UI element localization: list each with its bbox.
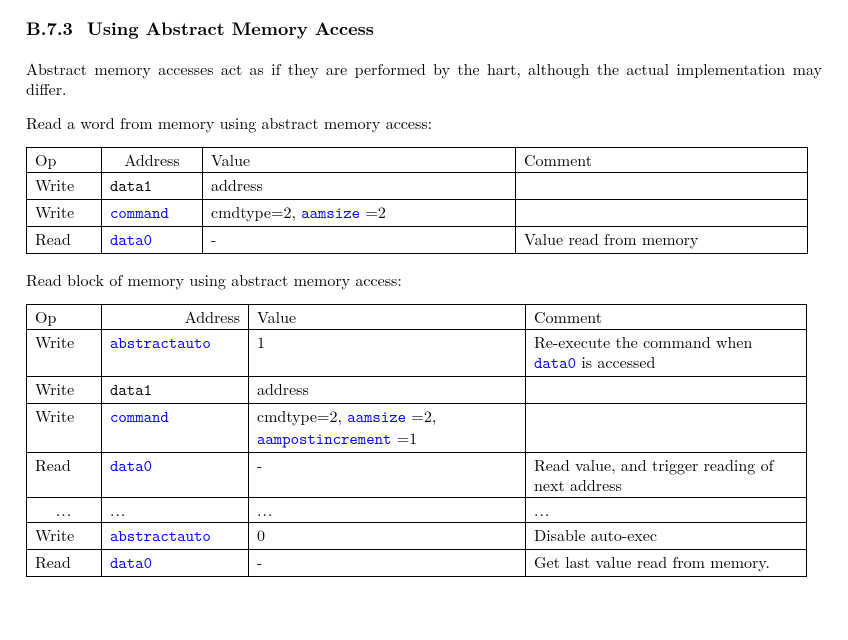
cell-comment <box>516 199 808 226</box>
cell-op: Write <box>27 199 102 226</box>
section-heading: B.7.3 Using Abstract Memory Access <box>26 18 822 41</box>
cell-address: command <box>102 403 249 452</box>
table-row: ............ <box>27 497 807 522</box>
cell-comment: Value read from memory <box>516 226 808 253</box>
cell-address: data1 <box>102 376 249 403</box>
column-header: Value <box>203 147 516 172</box>
cell-comment: Disable auto-exec <box>526 522 807 549</box>
table-row: Readdata0-Value read from memory <box>27 226 808 253</box>
intro-paragraph: Abstract memory accesses act as if they … <box>26 59 822 99</box>
cell-comment: Re-execute the command when data0 is acc… <box>526 329 807 376</box>
cell-value: - <box>249 549 526 576</box>
cell-value: - <box>203 226 516 253</box>
column-header: Comment <box>516 147 808 172</box>
cell-op: Read <box>27 549 102 576</box>
table-row: Writedata1address <box>27 172 808 199</box>
column-header: Address <box>102 304 249 329</box>
cell-value: - <box>249 452 526 497</box>
cell-op: Write <box>27 376 102 403</box>
table-read-word: OpAddressValueCommentWritedata1addressWr… <box>26 147 808 254</box>
cell-value: cmdtype=2, aamsize =2 <box>203 199 516 226</box>
cell-address: data0 <box>102 226 203 253</box>
caption-table1: Read a word from memory using abstract m… <box>26 113 822 133</box>
column-header: Value <box>249 304 526 329</box>
column-header: Op <box>27 147 102 172</box>
cell-op: Write <box>27 403 102 452</box>
table-row: Writeabstractauto0Disable auto-exec <box>27 522 807 549</box>
cell-address: ... <box>102 497 249 522</box>
cell-op: Write <box>27 172 102 199</box>
section-number: B.7.3 <box>26 16 73 41</box>
cell-op: Write <box>27 329 102 376</box>
cell-value: 1 <box>249 329 526 376</box>
column-header: Address <box>102 147 203 172</box>
table-row: Writeabstractauto1Re-execute the command… <box>27 329 807 376</box>
cell-address: abstractauto <box>102 522 249 549</box>
table-row: Readdata0-Get last value read from memor… <box>27 549 807 576</box>
cell-address: command <box>102 199 203 226</box>
cell-op: Read <box>27 452 102 497</box>
cell-address: data0 <box>102 452 249 497</box>
section-title: Using Abstract Memory Access <box>87 16 374 41</box>
cell-op: Write <box>27 522 102 549</box>
cell-value: address <box>249 376 526 403</box>
cell-comment: ... <box>526 497 807 522</box>
cell-comment: Read value, and trigger reading of next … <box>526 452 807 497</box>
table-row: Writecommandcmdtype=2, aamsize =2 <box>27 199 808 226</box>
cell-comment <box>526 376 807 403</box>
table-row: Writecommandcmdtype=2, aamsize =2, aampo… <box>27 403 807 452</box>
cell-value: address <box>203 172 516 199</box>
cell-address: data0 <box>102 549 249 576</box>
cell-value: 0 <box>249 522 526 549</box>
table-row: Writedata1address <box>27 376 807 403</box>
column-header: Op <box>27 304 102 329</box>
column-header: Comment <box>526 304 807 329</box>
caption-table2: Read block of memory using abstract memo… <box>26 270 822 290</box>
cell-address: data1 <box>102 172 203 199</box>
cell-address: abstractauto <box>102 329 249 376</box>
cell-comment: Get last value read from memory. <box>526 549 807 576</box>
cell-comment <box>516 172 808 199</box>
cell-value: ... <box>249 497 526 522</box>
table-read-block: OpAddressValueCommentWriteabstractauto1R… <box>26 304 807 577</box>
cell-op: Read <box>27 226 102 253</box>
cell-value: cmdtype=2, aamsize =2, aampostincrement … <box>249 403 526 452</box>
table-row: Readdata0-Read value, and trigger readin… <box>27 452 807 497</box>
cell-op: ... <box>27 497 102 522</box>
cell-comment <box>526 403 807 452</box>
